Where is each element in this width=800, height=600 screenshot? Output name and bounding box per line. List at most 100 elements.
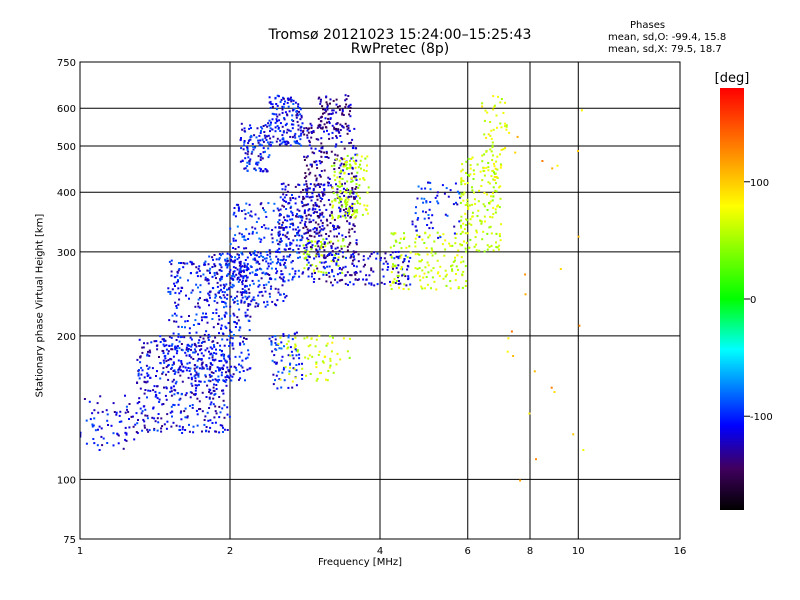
data-point	[250, 253, 252, 256]
data-point	[171, 314, 174, 317]
data-point	[294, 348, 297, 351]
data-point	[427, 181, 429, 184]
data-point	[186, 262, 189, 265]
data-point	[216, 273, 219, 275]
data-point	[270, 121, 272, 124]
data-point	[246, 368, 249, 371]
data-point	[234, 248, 237, 250]
data-point	[306, 250, 309, 253]
data-point	[355, 192, 358, 195]
data-point	[451, 268, 453, 271]
data-point	[242, 277, 245, 280]
data-point	[318, 208, 321, 211]
data-point	[466, 182, 469, 184]
data-point	[338, 176, 341, 178]
data-point	[222, 389, 225, 392]
data-point	[315, 379, 318, 382]
data-point	[365, 274, 368, 277]
data-point	[315, 227, 318, 230]
data-point	[455, 265, 458, 268]
data-point	[464, 204, 467, 207]
data-point	[307, 261, 310, 264]
data-point	[270, 340, 273, 343]
data-point	[202, 273, 205, 276]
data-point	[201, 410, 204, 413]
data-point	[461, 163, 464, 166]
data-point	[100, 427, 103, 430]
data-point	[259, 153, 262, 155]
data-point	[572, 433, 575, 436]
data-point	[319, 261, 322, 264]
data-point	[395, 255, 398, 258]
data-point	[146, 354, 149, 357]
data-point	[436, 272, 439, 275]
data-point	[355, 243, 358, 246]
data-point	[265, 257, 268, 260]
data-point	[220, 371, 223, 374]
data-point	[240, 351, 243, 354]
data-point	[345, 256, 347, 259]
data-point	[314, 254, 317, 257]
data-point	[319, 102, 322, 105]
data-point	[278, 222, 281, 225]
data-point	[301, 202, 304, 204]
data-point	[254, 273, 257, 276]
data-point	[158, 356, 160, 358]
data-point	[349, 337, 351, 340]
data-point	[487, 181, 490, 184]
data-point	[232, 239, 235, 242]
data-point	[150, 341, 153, 344]
data-point	[271, 229, 274, 231]
data-point	[301, 122, 304, 125]
data-point	[309, 163, 312, 166]
data-point	[514, 151, 517, 154]
data-point	[289, 366, 292, 369]
data-point	[246, 267, 249, 270]
data-point	[259, 252, 262, 255]
data-point	[201, 430, 203, 433]
data-point	[318, 335, 321, 337]
data-point	[231, 375, 234, 378]
data-point	[436, 231, 439, 234]
data-point	[232, 213, 235, 216]
data-point	[153, 340, 156, 343]
data-point	[224, 264, 227, 267]
data-point	[323, 254, 326, 257]
data-point	[354, 166, 357, 169]
data-point	[297, 128, 300, 131]
data-point	[312, 212, 315, 214]
data-point	[303, 127, 306, 130]
data-point	[344, 216, 347, 219]
data-point	[304, 356, 307, 359]
data-point	[299, 108, 302, 111]
data-point	[179, 397, 182, 400]
data-point	[269, 287, 272, 290]
data-point	[323, 256, 326, 259]
data-point	[275, 272, 278, 275]
data-point	[334, 257, 337, 259]
data-point	[338, 226, 341, 229]
data-point	[229, 255, 232, 257]
data-point	[275, 250, 277, 253]
data-point	[337, 216, 340, 219]
data-point	[279, 259, 282, 262]
data-point	[338, 167, 341, 169]
data-point	[582, 449, 585, 451]
data-point	[203, 333, 206, 336]
data-point	[482, 167, 485, 169]
data-point	[194, 384, 197, 387]
data-point	[325, 280, 328, 283]
data-point	[165, 360, 168, 363]
data-point	[143, 392, 146, 395]
data-point	[463, 228, 466, 231]
data-point	[264, 124, 267, 127]
data-point	[348, 228, 351, 231]
data-point	[306, 263, 309, 266]
data-point	[195, 283, 198, 286]
data-point	[232, 278, 235, 281]
data-point	[400, 254, 403, 257]
data-point	[469, 204, 471, 207]
data-point	[159, 335, 162, 338]
data-point	[136, 402, 139, 405]
data-point	[489, 121, 492, 123]
